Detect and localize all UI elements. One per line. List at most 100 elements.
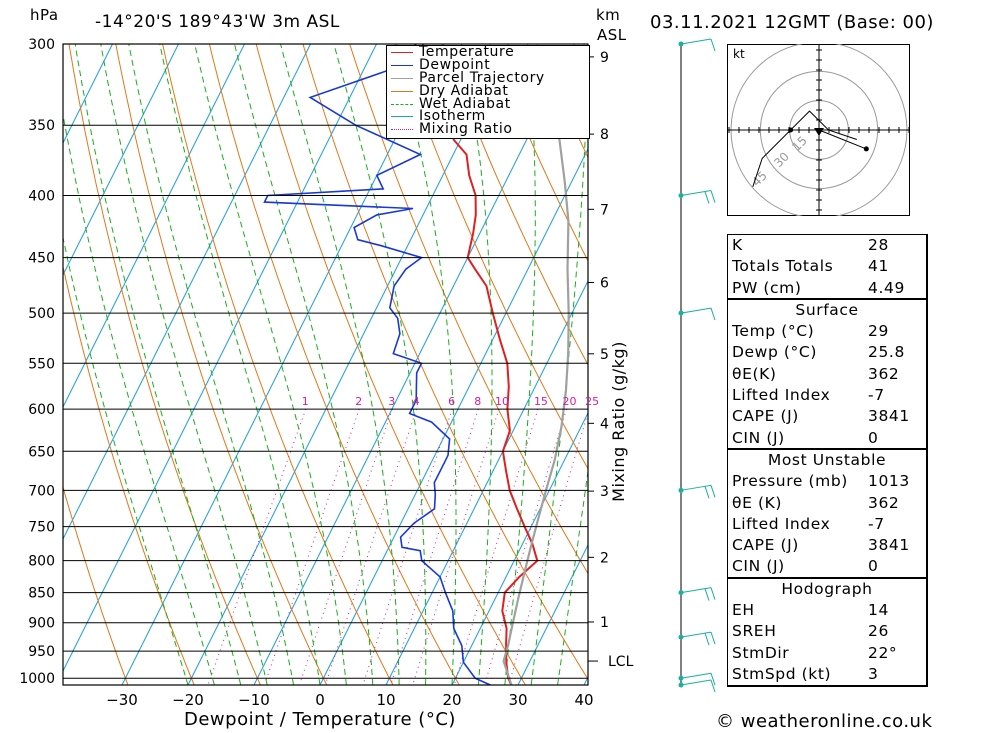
mixing-ratio-label: 20 (562, 395, 576, 408)
isotherm-line (63, 44, 245, 409)
wind-barb (678, 631, 716, 646)
pressure-unit-label: hPa (30, 6, 59, 24)
legend-label: Wet Adiabat (419, 95, 511, 112)
mixing-ratio-line (390, 408, 479, 684)
wet-adiabat-line (194, 44, 347, 685)
km-tick-label: 2 (600, 550, 609, 566)
legend-label: Parcel Trajectory (419, 69, 545, 86)
index-value: 22° (868, 643, 898, 662)
index-label: θE (K) (732, 493, 783, 512)
isotherm-line (63, 44, 311, 541)
index-label: Dewp (°C) (732, 343, 817, 362)
legend-entry: Dewpoint (387, 56, 589, 73)
wet-adiabat-line (100, 44, 268, 685)
dry-adiabat-line (396, 44, 588, 470)
indices-row: CAPE (J) 3841 (728, 406, 927, 427)
km-tick-label: 6 (600, 276, 609, 292)
dry-adiabat-line (115, 44, 328, 685)
pressure-tick-label: 400 (28, 189, 55, 205)
chart-legend: Temperature Dewpoint Parcel Trajectory Dry … (386, 45, 590, 139)
index-label: SREH (732, 622, 777, 641)
mixing-ratio-label: 1 (302, 395, 309, 408)
legend-label: Dewpoint (419, 56, 491, 73)
index-value: 4.49 (868, 278, 905, 297)
indices-row: CIN (J) 0 (728, 428, 927, 450)
legend-entry: Mixing Ratio (387, 122, 589, 136)
mixing-ratio-label: 4 (413, 395, 420, 408)
index-value: 0 (868, 557, 879, 576)
location-label: -14°20'S 189°43'W 3m ASL (95, 12, 340, 32)
dry-adiabat-line (442, 44, 588, 366)
index-label: Temp (°C) (732, 322, 815, 341)
km-tick-label: 5 (600, 347, 609, 363)
wet-adiabat-line (74, 44, 242, 685)
index-value: 28 (868, 236, 889, 254)
legend-entry: Dry Adiabat (387, 84, 589, 98)
index-value: 362 (868, 364, 900, 383)
indices-table: K 28 Totals Totals 41 PW (cm) 4.49 Surface Temp… (726, 233, 928, 687)
indices-group: Most Unstable Pressure (mb) 1013 θE (K) 362 L… (726, 448, 928, 580)
datetime-label: 03.11.2021 12GMT (Base: 00) (650, 12, 934, 33)
legend-entry: Parcel Trajectory (387, 69, 589, 86)
dry-adiabat-line (63, 485, 129, 685)
legend-label: Temperature (419, 44, 515, 60)
wet-adiabat-line (63, 111, 215, 685)
lcl-label: LCL (608, 654, 634, 670)
indices-row: PW (cm) 4.49 (728, 278, 927, 300)
indices-group: Hodograph EH 14 SREH 26 StmDir 22° StmSpd (kt) 3 (726, 577, 928, 687)
indices-row: θE (K) 362 (728, 493, 927, 514)
dry-adiabat-line (255, 44, 526, 685)
indices-group: Surface Temp (°C) 29 Dewp (°C) 25.8 θE(K) 362 L… (726, 298, 928, 451)
km-tick-label: 4 (600, 416, 609, 432)
legend-swatch (391, 90, 413, 92)
legend-entry: Temperature (387, 44, 589, 60)
credit-label: © weatheronline.co.uk (716, 711, 933, 732)
asl-label: ASL (597, 26, 627, 44)
temperature-tick-label: −10 (238, 691, 270, 709)
pressure-tick-label: 650 (28, 444, 55, 460)
indices-row: K 28 (728, 235, 927, 257)
indices-row: StmSpd (kt) 3 (728, 664, 927, 686)
legend-entry: Wet Adiabat (387, 95, 589, 112)
isotherm-line (253, 44, 575, 685)
dry-adiabat-line (208, 44, 460, 685)
mixing-ratio-label: 15 (534, 395, 548, 408)
index-label: Lifted Index (732, 386, 831, 405)
indices-row: Lifted Index -7 (728, 385, 927, 406)
pressure-tick-label: 900 (28, 616, 55, 632)
mixing-ratio-line (208, 408, 307, 684)
storm-motion-marker (814, 128, 824, 136)
x-axis-title: Dewpoint / Temperature (°C) (184, 709, 456, 730)
dry-adiabat-line (68, 44, 261, 685)
isotherm-line (63, 44, 377, 673)
mixing-ratio-label: 2 (355, 395, 362, 408)
temperature-profile (421, 44, 539, 685)
mixing-ratio-line (299, 408, 393, 684)
isotherm-line (319, 147, 588, 685)
indices-row: StmDir 22° (728, 643, 927, 664)
pressure-tick-label: 300 (28, 37, 55, 53)
hodograph-point (863, 146, 869, 152)
indices-row: EH 14 (728, 600, 927, 621)
plot-frame (62, 43, 589, 686)
index-value: 29 (868, 322, 889, 341)
temperature-tick-label: 40 (574, 691, 593, 709)
wet-adiabat-line (128, 44, 295, 685)
indices-group: K 28 Totals Totals 41 PW (cm) 4.49 (726, 233, 928, 301)
index-value: -7 (868, 386, 885, 405)
mixing-ratio-label: 6 (448, 395, 455, 408)
pressure-tick-label: 850 (28, 586, 55, 602)
index-label: StmSpd (kt) (732, 664, 832, 683)
index-value: 1013 (868, 472, 910, 491)
index-label: EH (732, 601, 755, 620)
isotherm-line (187, 44, 509, 685)
index-value: 362 (868, 493, 900, 512)
temperature-tick-label: 20 (442, 691, 461, 709)
pressure-tick-label: 350 (28, 118, 55, 134)
indices-section-title: Surface (795, 300, 859, 319)
index-label: Totals Totals (732, 257, 834, 276)
temperature-tick-label: 0 (315, 691, 325, 709)
index-label: PW (cm) (732, 278, 802, 297)
index-label: CIN (J) (732, 557, 785, 576)
